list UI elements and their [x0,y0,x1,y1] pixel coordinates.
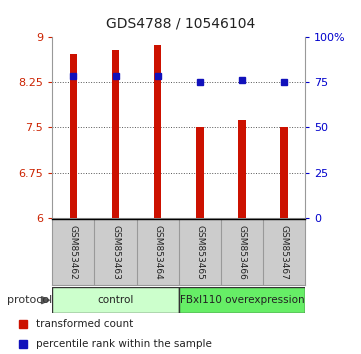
Text: GSM853467: GSM853467 [279,225,288,280]
Bar [179,287,305,313]
Bar [112,50,119,218]
Polygon shape [42,297,49,304]
Text: control: control [97,295,134,305]
Bar [52,287,179,313]
Text: transformed count: transformed count [36,319,134,329]
Bar [280,127,288,218]
Text: protocol: protocol [7,295,52,305]
Bar [238,120,245,218]
Text: percentile rank within the sample: percentile rank within the sample [36,339,212,349]
Text: GSM853466: GSM853466 [238,225,246,280]
Text: GSM853463: GSM853463 [111,225,120,280]
Text: GSM853465: GSM853465 [195,225,204,280]
Text: GSM853464: GSM853464 [153,225,162,280]
Text: FBxl110 overexpression: FBxl110 overexpression [179,295,304,305]
Text: GSM853462: GSM853462 [69,225,78,280]
Bar [70,54,77,218]
Bar [196,127,204,218]
Bar [154,45,161,218]
Text: GDS4788 / 10546104: GDS4788 / 10546104 [106,17,255,31]
